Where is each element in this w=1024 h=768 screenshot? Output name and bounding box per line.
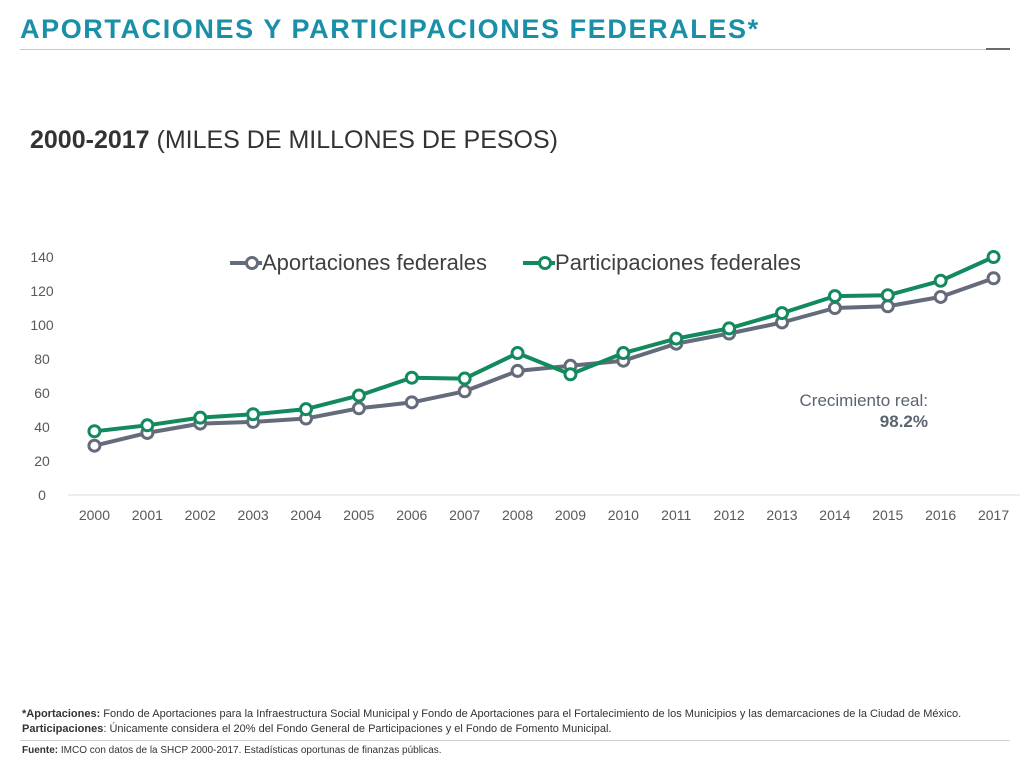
data-point-aportaciones — [404, 395, 419, 410]
data-point-aportaciones — [827, 301, 842, 315]
data-point-participaciones — [827, 289, 842, 304]
footnote-participaciones: Participaciones: Únicamente considera el… — [22, 722, 1012, 737]
data-point-participaciones — [457, 371, 472, 386]
x-tick-label: 2002 — [185, 507, 216, 523]
data-point-participaciones — [404, 370, 419, 385]
data-point-aportaciones — [880, 299, 895, 314]
y-tick-label: 140 — [30, 249, 54, 265]
footnote-aportaciones-text: Fondo de Aportaciones para la Infraestru… — [100, 708, 962, 720]
source-text: IMCO con datos de la SHCP 2000-2017. Est… — [58, 745, 442, 756]
x-tick-label: 2006 — [396, 507, 427, 523]
data-point-participaciones — [669, 331, 684, 346]
footnotes: *Aportaciones: Fondo de Aportaciones par… — [22, 707, 1012, 737]
data-point-aportaciones — [986, 271, 1001, 286]
x-tick-label: 2010 — [608, 507, 639, 523]
x-tick-label: 2007 — [449, 507, 480, 523]
source-term: Fuente: — [22, 745, 59, 756]
legend-item-aportaciones: Aportaciones federales — [230, 250, 487, 276]
x-tick-label: 2017 — [978, 507, 1009, 523]
y-tick-label: 0 — [38, 487, 46, 503]
data-point-aportaciones — [87, 438, 102, 453]
footnote-participaciones-term: Participaciones — [22, 723, 104, 735]
x-tick-label: 2014 — [819, 507, 850, 523]
subtitle-years: 2000-2017 — [30, 126, 150, 154]
series-line-participaciones — [94, 255, 995, 434]
chart-subtitle: 2000-2017 (MILES DE MILLONES DE PESOS) — [30, 126, 558, 155]
footnote-participaciones-text: : Únicamente considera el 20% del Fondo … — [103, 723, 612, 735]
y-tick-label: 100 — [30, 317, 54, 333]
y-tick-label: 40 — [34, 419, 50, 435]
growth-annotation: Crecimiento real: 98.2% — [760, 390, 929, 432]
footnote-aportaciones-term: *Aportaciones: — [22, 708, 101, 720]
data-point-participaciones — [722, 321, 737, 336]
footnote-aportaciones: *Aportaciones: Fondo de Aportaciones par… — [22, 707, 1012, 722]
y-tick-label: 120 — [30, 283, 54, 299]
legend-item-participaciones: Participaciones federales — [523, 250, 801, 276]
data-point-participaciones — [351, 388, 366, 403]
y-tick-label: 80 — [34, 351, 50, 367]
x-tick-label: 2009 — [555, 507, 586, 523]
legend-label-participaciones: Participaciones federales — [555, 250, 801, 275]
growth-label: Crecimiento real: — [799, 391, 929, 410]
data-point-aportaciones — [933, 289, 948, 304]
slide-title: APORTACIONES Y PARTICIPACIONES FEDERALES… — [20, 14, 760, 44]
series-line-aportaciones — [93, 276, 995, 448]
x-tick-label: 2013 — [766, 507, 797, 523]
y-tick-label: 20 — [34, 453, 50, 469]
data-point-aportaciones — [457, 384, 472, 399]
data-point-participaciones — [933, 273, 948, 288]
source-note: Fuente: IMCO con datos de la SHCP 2000-2… — [22, 745, 441, 756]
data-point-aportaciones — [510, 363, 525, 378]
x-tick-label: 2001 — [132, 507, 163, 523]
x-tick-label: 2008 — [502, 507, 533, 523]
subtitle-units: (MILES DE MILLONES DE PESOS) — [149, 126, 559, 154]
legend-label-aportaciones: Aportaciones federales — [262, 250, 488, 275]
x-tick-label: 2011 — [661, 507, 691, 523]
y-tick-label: 60 — [34, 385, 50, 401]
data-point-participaciones — [246, 407, 261, 422]
data-point-participaciones — [140, 418, 155, 433]
data-point-participaciones — [510, 346, 525, 361]
x-tick-label: 2003 — [238, 507, 269, 523]
data-point-participaciones — [299, 402, 313, 417]
title-divider — [20, 49, 986, 50]
title-divider-accent — [986, 48, 1010, 50]
chart-legend: Aportaciones federales Participaciones f… — [230, 250, 837, 276]
legend-swatch-participaciones — [523, 256, 556, 270]
data-point-aportaciones — [351, 401, 366, 416]
data-point-participaciones — [986, 250, 1001, 264]
source-divider — [20, 740, 1010, 741]
data-point-participaciones — [87, 424, 102, 439]
data-point-participaciones — [193, 410, 208, 425]
data-point-participaciones — [880, 288, 895, 303]
x-tick-label: 2012 — [714, 507, 745, 523]
x-tick-label: 2004 — [290, 507, 321, 523]
growth-value: 98.2% — [879, 412, 928, 431]
x-tick-label: 2005 — [343, 507, 374, 523]
x-tick-label: 2000 — [79, 507, 110, 523]
data-point-participaciones — [775, 306, 789, 321]
legend-swatch-aportaciones — [230, 256, 262, 270]
x-tick-label: 2015 — [872, 507, 903, 523]
x-tick-label: 2016 — [925, 507, 956, 523]
data-point-participaciones — [616, 346, 631, 361]
data-point-participaciones — [563, 367, 578, 382]
